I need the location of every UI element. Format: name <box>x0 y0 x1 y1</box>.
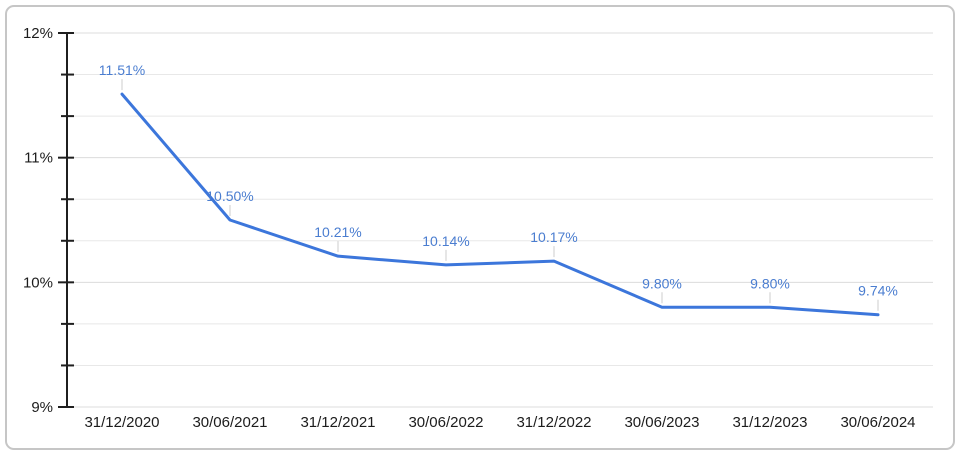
x-axis-label: 30/06/2024 <box>840 414 915 431</box>
y-axis-label: 12% <box>23 25 53 42</box>
y-axis-label: 10% <box>23 274 53 291</box>
x-axis-label: 31/12/2023 <box>732 414 807 431</box>
x-axis-label: 30/06/2021 <box>192 414 267 431</box>
x-axis-label: 31/12/2020 <box>84 414 159 431</box>
y-axis-label: 11% <box>24 150 53 167</box>
x-axis-label: 31/12/2022 <box>516 414 591 431</box>
data-label: 9.80% <box>750 275 790 291</box>
data-label: 9.74% <box>858 283 898 299</box>
data-label: 10.17% <box>530 229 577 245</box>
data-label: 11.51% <box>99 62 145 78</box>
x-axis-label: 30/06/2023 <box>624 414 699 431</box>
y-axis-label: 9% <box>31 399 53 416</box>
data-label: 10.14% <box>422 233 469 249</box>
data-label: 9.80% <box>642 275 682 291</box>
x-axis-label: 31/12/2021 <box>300 414 375 431</box>
series-line <box>120 92 880 317</box>
x-axis-label: 30/06/2022 <box>408 414 483 431</box>
data-label: 10.21% <box>314 224 361 240</box>
data-label: 10.50% <box>206 188 253 204</box>
chart-frame-border <box>5 5 955 450</box>
